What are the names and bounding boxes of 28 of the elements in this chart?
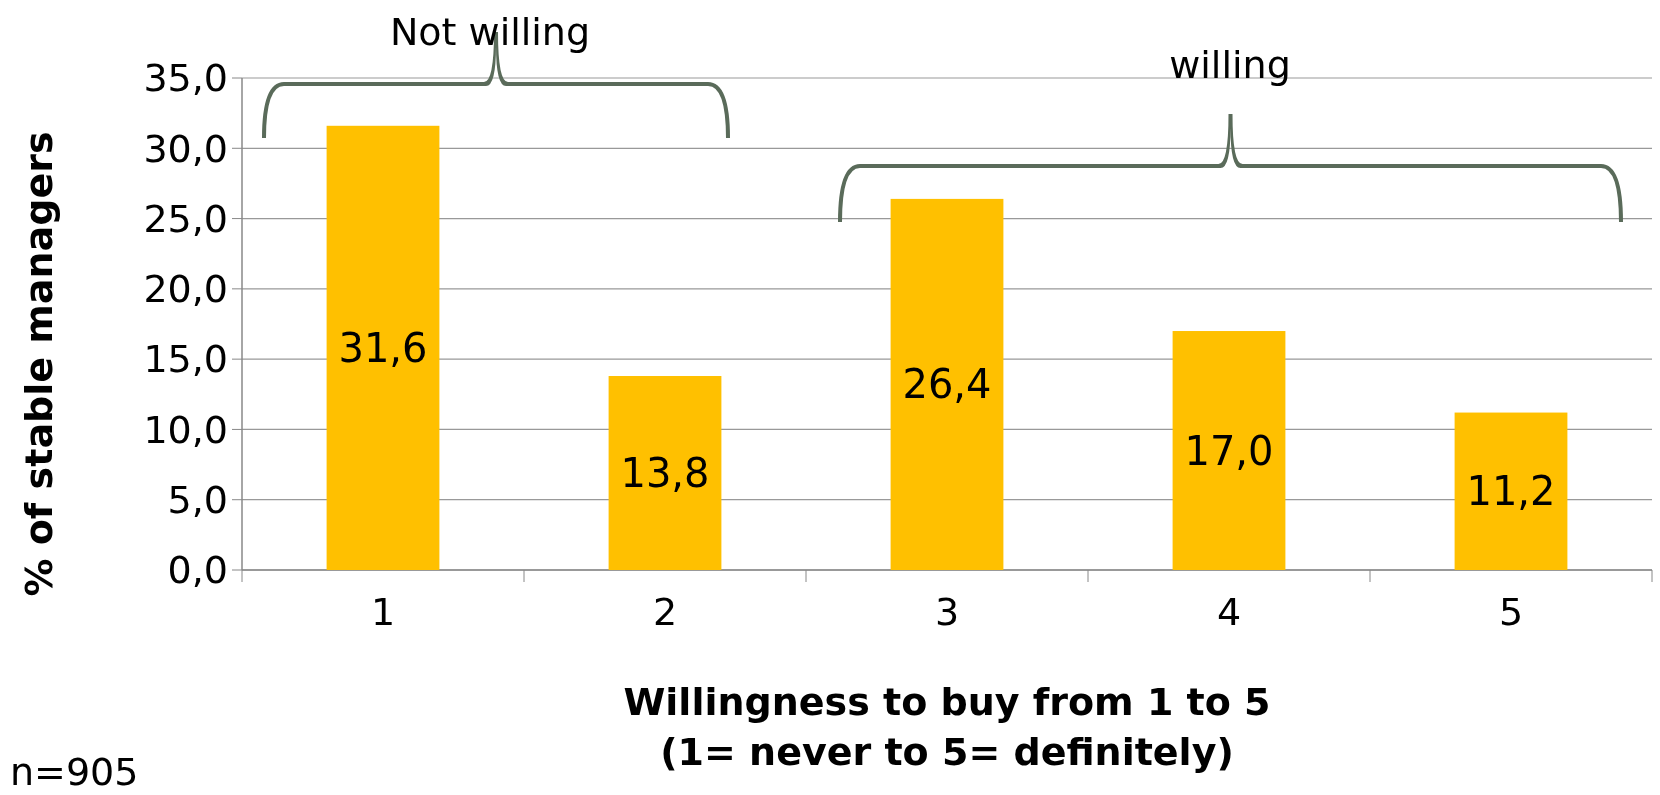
y-tick-label: 35,0 (143, 56, 228, 101)
y-tick-label: 20,0 (143, 267, 228, 312)
bar (608, 376, 722, 570)
bar (1172, 331, 1286, 570)
y-tick-label: 15,0 (143, 337, 228, 382)
x-tick-label: 2 (652, 590, 678, 634)
x-tick-label: 3 (934, 590, 960, 634)
y-tick-label: 10,0 (143, 407, 228, 452)
y-tick-label: 0,0 (167, 548, 228, 593)
x-tick-label: 1 (370, 590, 396, 634)
bar (326, 125, 440, 570)
data-label: 31,6 (338, 324, 428, 371)
y-tick-label: 30,0 (143, 126, 228, 171)
data-label: 11,2 (1466, 468, 1556, 515)
data-label: 13,8 (620, 450, 710, 497)
x-tick-label: 4 (1216, 590, 1242, 634)
y-tick-label: 25,0 (143, 196, 228, 241)
text: Not willing (389, 10, 591, 54)
annotation: willing (1169, 43, 1291, 87)
text: n=905 (10, 750, 139, 794)
x-tick-label: 5 (1498, 590, 1524, 634)
data-label: 17,0 (1184, 427, 1274, 474)
data-label: 26,4 (902, 361, 992, 408)
y-axis-title: % of stable managers (17, 131, 61, 597)
x-axis-title: Willingness to buy from 1 to 5 (1= never to 5= definitely) (623, 680, 1271, 774)
y-tick-label: 5,0 (167, 478, 228, 523)
bar (1454, 412, 1568, 570)
bar (890, 198, 1004, 570)
